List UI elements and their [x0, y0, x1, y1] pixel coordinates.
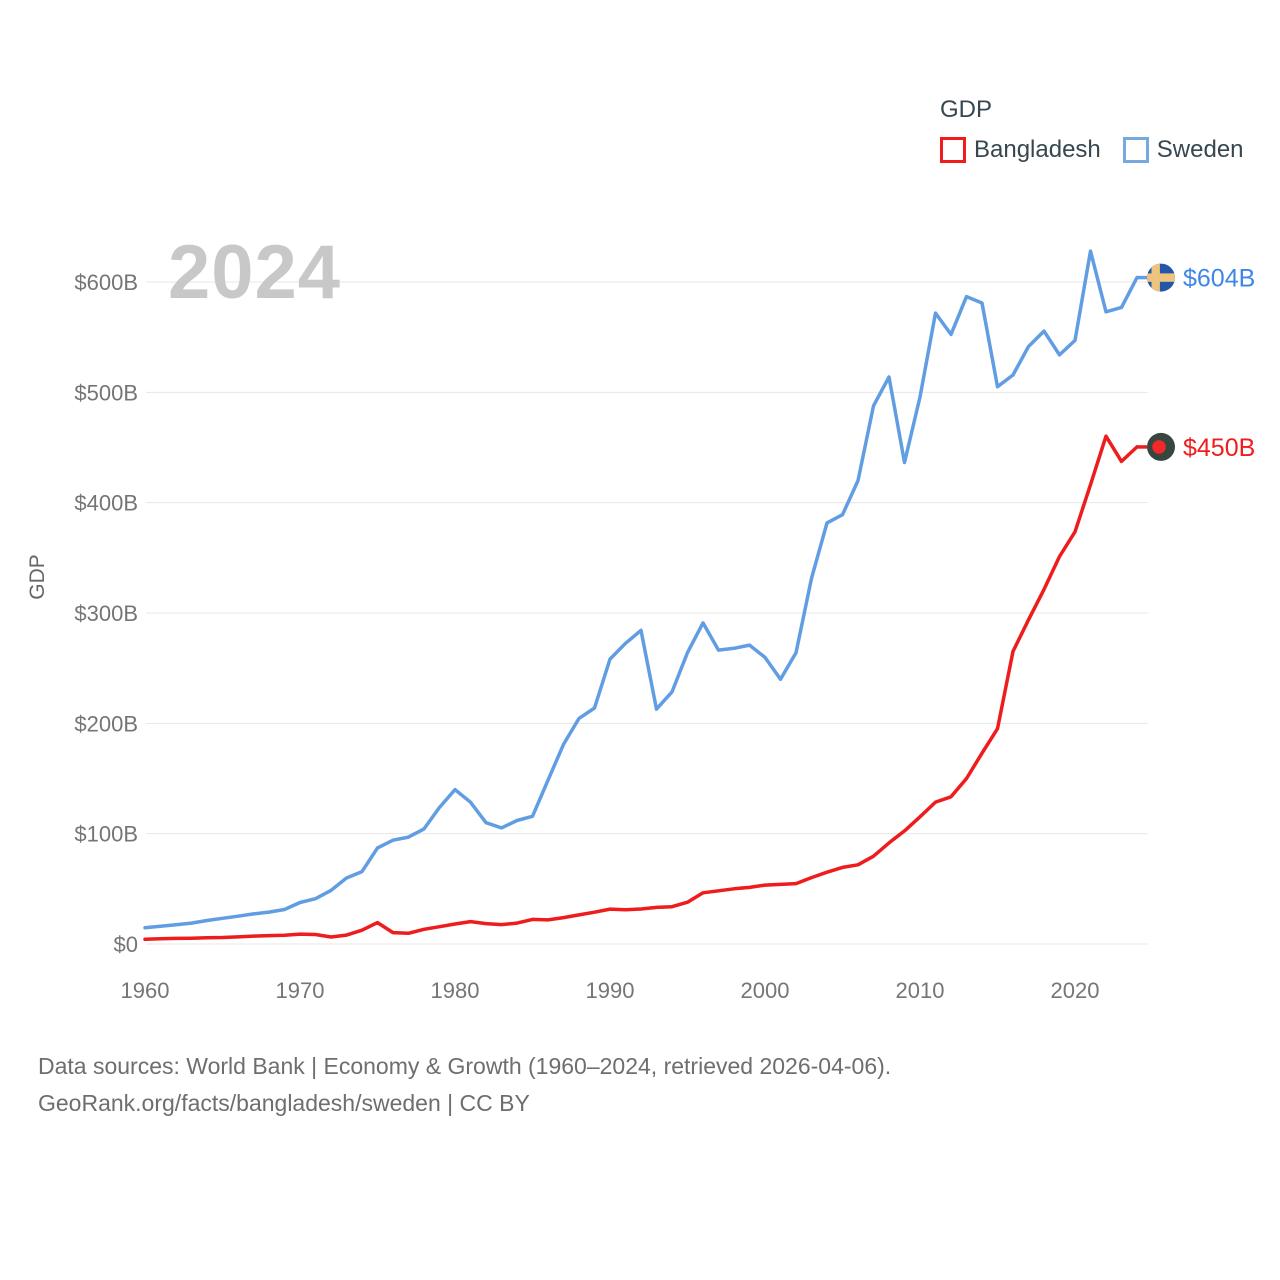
x-axis-tick-label: 2000	[741, 978, 790, 1003]
gridlines	[146, 281, 1148, 945]
bangladesh-swatch-icon	[940, 137, 966, 163]
y-axis-tick-label: $100B	[74, 822, 138, 847]
footer-line-2: GeoRank.org/facts/bangladesh/sweden | CC…	[38, 1090, 530, 1116]
y-axis-tick-label: $300B	[74, 601, 138, 626]
bangladesh-end-value: $450B	[1183, 434, 1255, 462]
y-axis-tick-label: $500B	[74, 380, 138, 405]
y-axis-tick-label: $600B	[74, 270, 138, 295]
bangladesh-flag-icon	[1147, 432, 1175, 461]
y-axis-tick-label: $200B	[74, 711, 138, 736]
footer-line-1: Data sources: World Bank | Economy & Gro…	[38, 1053, 892, 1079]
sweden-flag-icon	[1147, 263, 1175, 292]
legend-label-sweden: Sweden	[1156, 136, 1244, 163]
legend-title: GDP	[940, 96, 993, 123]
y-axis-tick-label: $0	[114, 932, 138, 957]
x-axis-tick-label: 1960	[121, 978, 170, 1003]
x-axis-tick-label: 1980	[431, 978, 480, 1003]
legend-item-sweden[interactable]: Sweden	[1122, 136, 1244, 164]
x-axis-tick-label: 2020	[1051, 978, 1100, 1003]
y-axis-labels: $0 $100B $200B $300B $400B $500B $600B	[74, 270, 138, 957]
bangladesh-line[interactable]	[143, 434, 1139, 942]
data-sources-footer: Data sources: World Bank | Economy & Gro…	[38, 1048, 891, 1122]
legend-item-bangladesh[interactable]: Bangladesh	[940, 136, 1101, 164]
sweden-swatch-icon	[1122, 137, 1149, 163]
x-axis-tick-label: 1970	[276, 978, 325, 1003]
x-axis-labels: 1960 1970 1980 1990 2000 2010 2020	[121, 978, 1100, 1003]
y-axis-tick-label: $400B	[74, 491, 138, 516]
y-axis-title: GDP	[26, 554, 49, 600]
x-axis-tick-label: 2010	[896, 978, 945, 1003]
sweden-end-value: $604B	[1183, 265, 1255, 293]
gdp-line-chart: 2024 $0 $100B $200B $300B $400B $500B $600B 19…	[26, 230, 1255, 1003]
chart-legend: GDP Bangladesh Sweden	[940, 96, 1244, 164]
watermark-year: 2024	[168, 230, 341, 315]
legend-row: Bangladesh Sweden	[940, 136, 1244, 164]
sweden-line[interactable]	[143, 249, 1139, 930]
legend-label-bangladesh: Bangladesh	[974, 136, 1101, 163]
x-axis-tick-label: 1990	[586, 978, 635, 1003]
